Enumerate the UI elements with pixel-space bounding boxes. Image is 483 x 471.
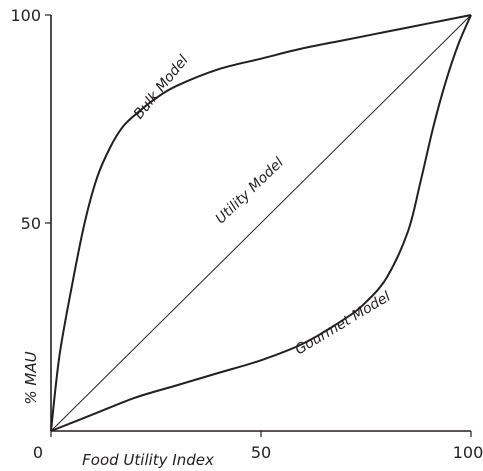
y-tick-label: 100 <box>10 6 41 25</box>
y-axis-title: % MAU <box>22 351 40 404</box>
ticks <box>45 14 472 437</box>
tick-labels: 0 50 100 50 100 <box>10 6 483 462</box>
series-group <box>50 14 472 432</box>
x-tick-label: 0 <box>33 443 43 462</box>
utility-model-label: Utility Model <box>213 155 287 227</box>
bulk-model-label: Bulk Model <box>131 52 192 122</box>
x-tick-label: 50 <box>251 443 271 462</box>
utility-model-line <box>50 14 472 432</box>
x-tick-label: 100 <box>453 443 483 462</box>
gourmet-model-label: Gourmet Model <box>292 289 393 359</box>
y-tick-label: 50 <box>21 214 41 233</box>
bulk-model-line <box>50 14 472 432</box>
gourmet-model-line <box>50 14 472 432</box>
x-axis-title: Food Utility Index <box>82 451 214 469</box>
